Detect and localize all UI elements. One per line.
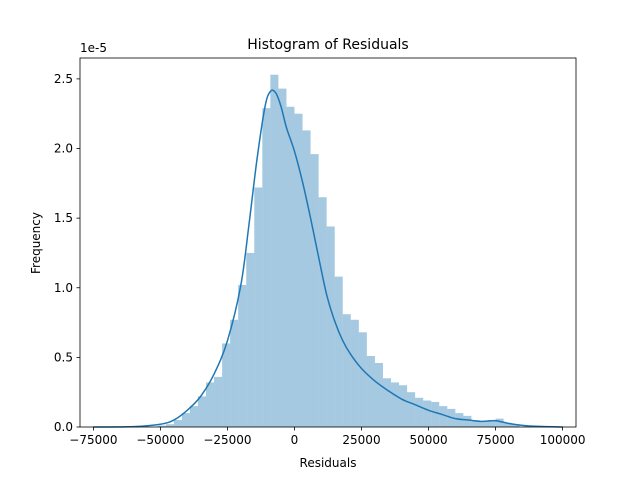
x-tick-label: 25000 — [342, 433, 380, 447]
histogram-bar-28 — [382, 378, 391, 427]
histogram-bar-19 — [310, 154, 319, 427]
histogram-bar-14 — [270, 74, 279, 428]
histogram-bar-20 — [318, 197, 327, 427]
kde-curve — [93, 89, 563, 428]
x-tick-label: −25000 — [203, 433, 251, 447]
histogram-bar-18 — [302, 130, 311, 427]
histogram-bar-25 — [358, 332, 367, 427]
histogram-bar-7 — [214, 376, 223, 427]
histogram-bar-37 — [455, 413, 464, 427]
histogram-bar-43 — [503, 422, 512, 427]
x-tick-label: 75000 — [476, 433, 514, 447]
histogram-bar-0 — [157, 425, 166, 427]
y-tick-label: 2.5 — [54, 72, 73, 86]
histogram-bar-29 — [391, 382, 400, 427]
histogram-bar-3 — [181, 413, 190, 427]
histogram-bar-9 — [230, 319, 239, 427]
histogram-bar-34 — [431, 401, 440, 427]
histogram-bar-1 — [165, 424, 174, 427]
kde-curve-group — [93, 89, 563, 428]
plot-frame — [79, 57, 577, 428]
histogram-bar-33 — [423, 400, 432, 427]
histogram-bar-35 — [439, 406, 448, 427]
histogram-bars — [157, 74, 520, 428]
histogram-bar-10 — [238, 284, 247, 427]
histogram-bar-41 — [487, 420, 496, 427]
histogram-bar-40 — [479, 421, 488, 427]
histogram-bar-44 — [511, 424, 520, 427]
y-tick-label: 1.0 — [54, 281, 73, 295]
histogram-bar-5 — [197, 396, 207, 427]
y-offset-label: 1e-5 — [80, 41, 107, 55]
histogram-bar-21 — [326, 226, 335, 427]
y-tick-label: 1.5 — [54, 211, 73, 225]
histogram-bar-13 — [262, 108, 271, 427]
histogram-bar-30 — [399, 385, 408, 427]
x-axis-ticks: −75000 −50000 −25000 0 25000 50000 75000 100000 — [69, 427, 586, 447]
y-tick-label: 0.5 — [54, 350, 73, 364]
x-axis-label: Residuals — [300, 456, 357, 470]
histogram-bar-6 — [206, 382, 215, 427]
histogram-bar-4 — [189, 406, 198, 427]
histogram-bar-16 — [286, 106, 295, 428]
y-axis-label: Frequency — [29, 212, 43, 274]
histogram-bar-32 — [415, 397, 424, 427]
y-tick-label: 0.0 — [54, 420, 73, 434]
chart-title: Histogram of Residuals — [247, 37, 408, 53]
x-tick-label: −50000 — [136, 433, 184, 447]
histogram-bar-23 — [342, 314, 351, 427]
histogram-bar-26 — [366, 355, 375, 427]
histogram-bar-39 — [471, 420, 480, 427]
histogram-bar-42 — [495, 418, 504, 427]
y-tick-label: 2.0 — [54, 142, 73, 156]
histogram-bar-17 — [294, 113, 303, 427]
histogram-bar-12 — [254, 187, 263, 427]
histogram-bar-38 — [463, 415, 472, 427]
histogram-bar-2 — [173, 420, 182, 427]
histogram-bar-31 — [407, 392, 416, 427]
histogram-bar-11 — [246, 252, 255, 427]
histogram-bar-24 — [350, 319, 359, 427]
x-tick-label: 0 — [291, 433, 299, 447]
histogram-bar-27 — [374, 362, 383, 427]
y-axis-ticks: 0.0 0.5 1.0 1.5 2.0 2.5 — [54, 72, 80, 434]
x-tick-label: 100000 — [540, 433, 586, 447]
histogram-bar-8 — [222, 343, 231, 427]
histogram-bar-22 — [334, 276, 343, 427]
x-tick-label: 50000 — [409, 433, 447, 447]
histogram-bar-15 — [278, 88, 287, 427]
x-tick-label: −75000 — [69, 433, 117, 447]
